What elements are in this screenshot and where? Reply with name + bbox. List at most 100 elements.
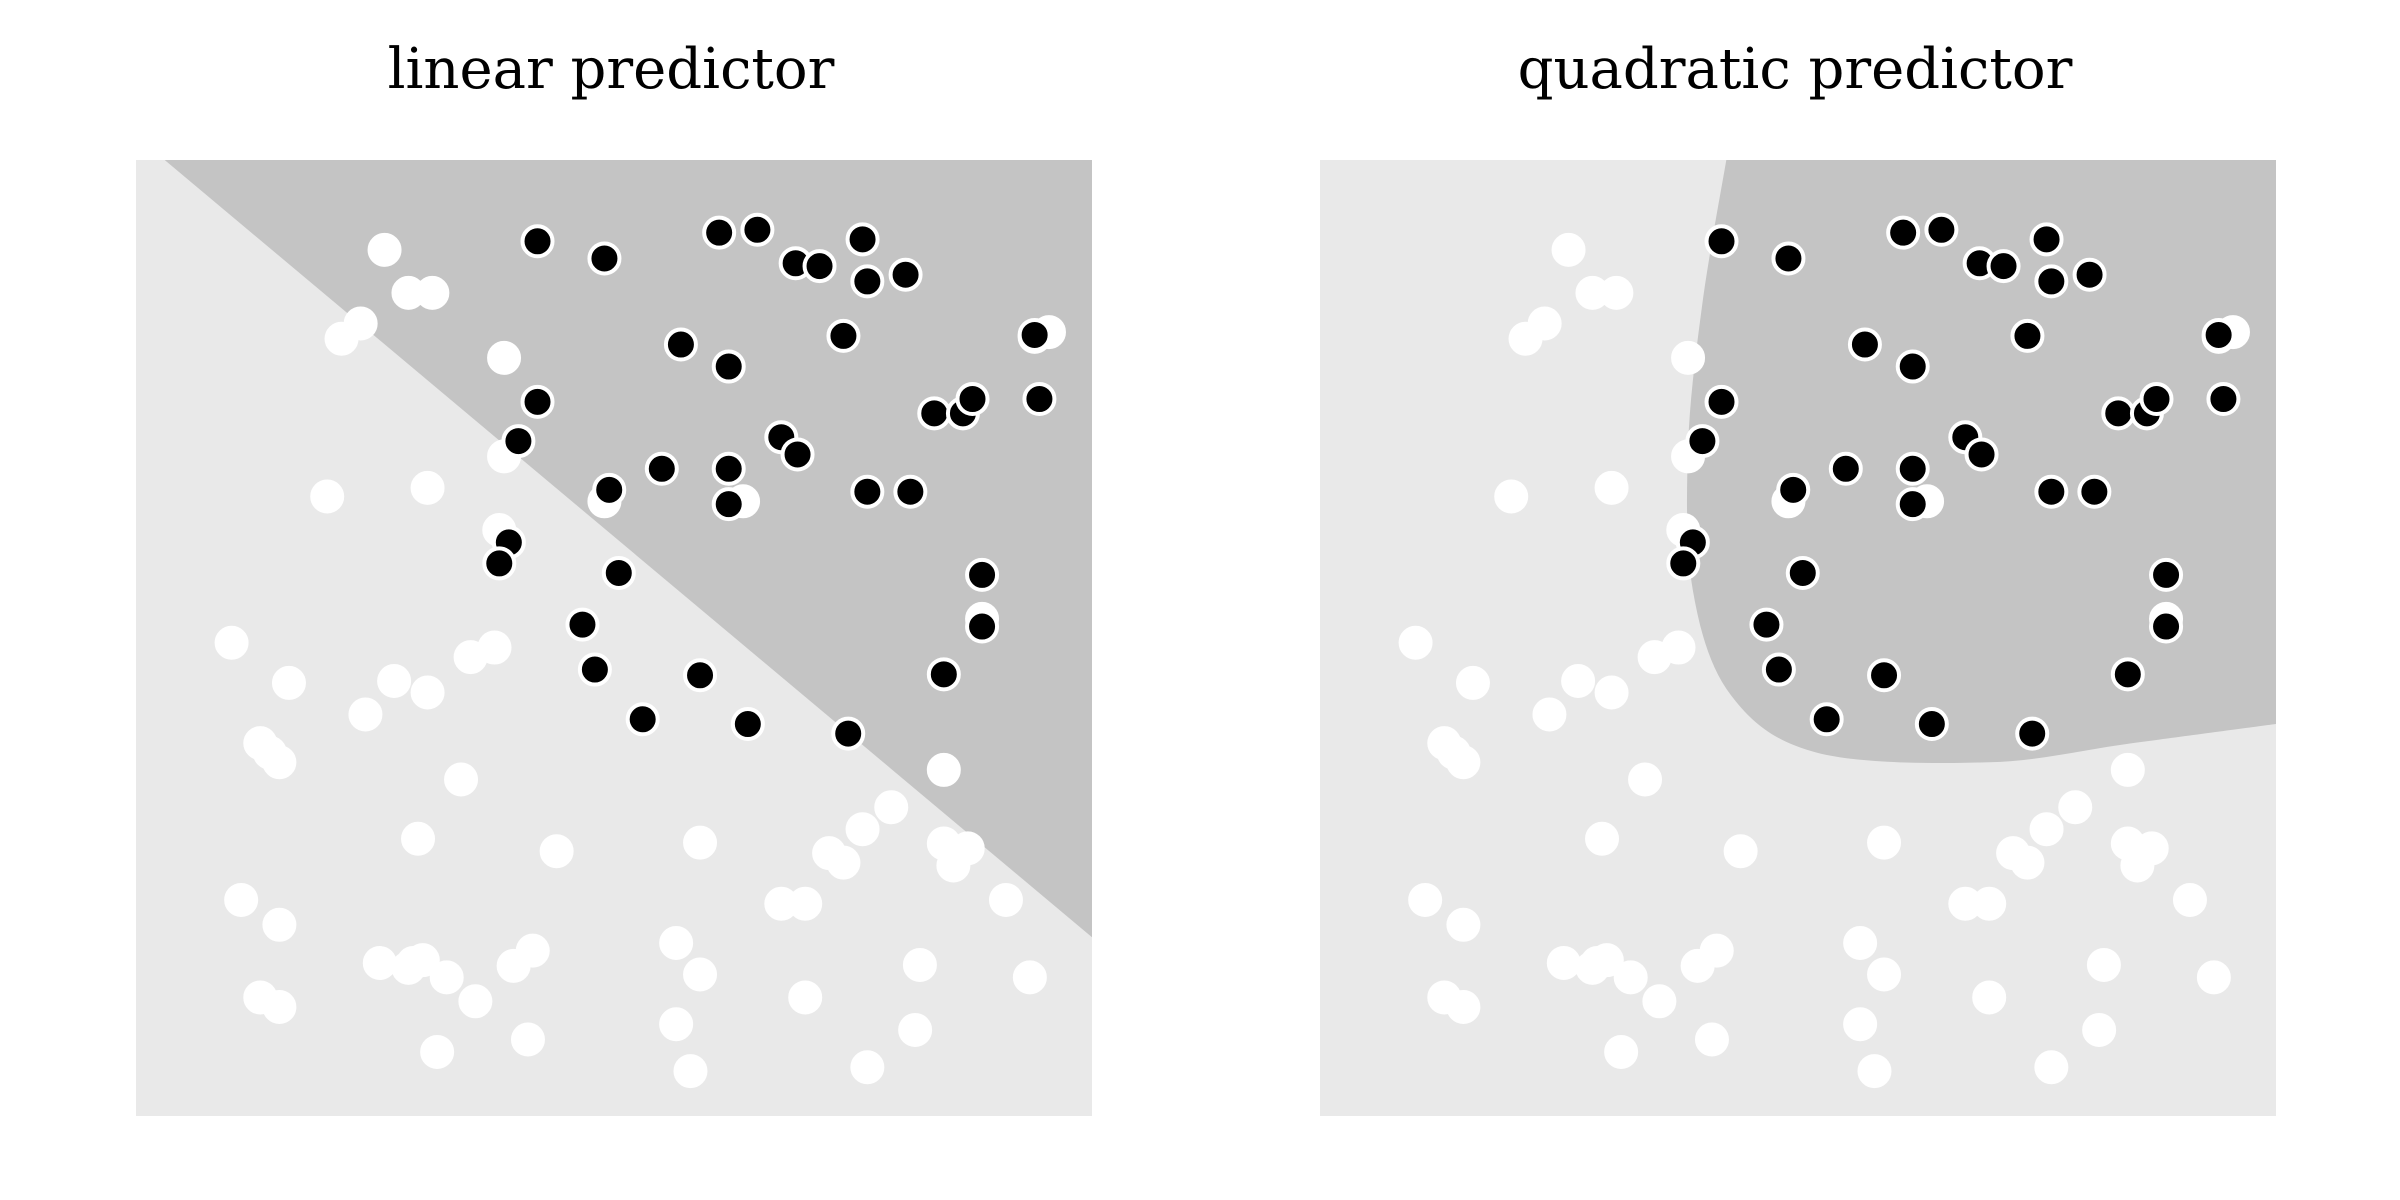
point-positive <box>2149 609 2184 644</box>
point-negative <box>788 886 823 921</box>
point-negative <box>515 933 550 968</box>
point-positive <box>520 384 555 419</box>
point-positive <box>683 658 718 693</box>
point-negative <box>2120 848 2155 883</box>
point-negative <box>1494 479 1529 514</box>
point-negative <box>1594 470 1629 505</box>
point-positive <box>1022 382 1057 416</box>
point-negative <box>1012 960 1047 995</box>
point-positive <box>711 451 746 486</box>
point-negative <box>367 232 402 267</box>
point-negative <box>659 925 694 960</box>
point-negative <box>1723 834 1758 869</box>
point-positive <box>2110 657 2145 692</box>
point-positive <box>780 437 815 472</box>
point-positive <box>1886 215 1921 250</box>
point-positive <box>1809 702 1844 737</box>
point-positive <box>2206 382 2241 416</box>
point-positive <box>2034 264 2069 299</box>
point-positive <box>2077 474 2112 509</box>
point-negative <box>874 790 909 825</box>
panel-quadratic: quadratic predictor <box>1320 37 2276 1116</box>
point-negative <box>1551 232 1586 267</box>
point-negative <box>1972 980 2007 1015</box>
point-negative <box>2034 1050 2069 1085</box>
plot-area-quadratic <box>1320 160 2276 1116</box>
point-positive <box>740 212 775 247</box>
point-negative <box>262 907 297 942</box>
point-positive <box>2149 557 2184 592</box>
point-negative <box>845 812 880 847</box>
point-negative <box>477 630 512 665</box>
point-negative <box>850 1050 885 1085</box>
title-linear: linear predictor <box>388 37 835 102</box>
point-positive <box>482 546 517 581</box>
point-positive <box>592 472 627 507</box>
title-quadratic: quadratic predictor <box>1518 37 2073 102</box>
point-positive <box>501 424 536 459</box>
point-negative <box>2086 947 2121 982</box>
point-negative <box>2196 960 2231 995</box>
point-positive <box>1828 451 1863 486</box>
point-negative <box>348 697 383 732</box>
point-positive <box>2139 382 2174 416</box>
point-positive <box>565 607 600 642</box>
point-negative <box>1575 950 1610 985</box>
point-positive <box>1895 451 1930 486</box>
point-negative <box>1604 1034 1639 1069</box>
point-positive <box>2034 474 2069 509</box>
point-positive <box>1704 384 1739 419</box>
point-positive <box>663 327 698 362</box>
point-negative <box>1408 882 1443 917</box>
point-negative <box>1594 675 1629 710</box>
point-positive <box>601 555 636 590</box>
point-positive <box>965 557 1000 592</box>
point-negative <box>1972 886 2007 921</box>
point-positive <box>1895 487 1930 522</box>
point-positive <box>1895 349 1930 384</box>
point-positive <box>2029 222 2064 257</box>
point-negative <box>673 1054 708 1089</box>
point-positive <box>826 318 861 353</box>
point-positive <box>577 652 612 687</box>
point-positive <box>1914 707 1949 742</box>
point-positive <box>1017 317 1052 352</box>
point-positive <box>711 349 746 384</box>
point-positive <box>1704 224 1739 259</box>
point-positive <box>917 396 952 431</box>
plot-area-linear <box>136 160 1092 1116</box>
point-negative <box>2082 1012 2117 1047</box>
point-positive <box>2015 716 2050 751</box>
point-positive <box>850 474 885 509</box>
point-negative <box>1843 1007 1878 1042</box>
point-negative <box>1508 321 1543 356</box>
point-negative <box>1699 933 1734 968</box>
point-negative <box>487 340 522 375</box>
point-negative <box>788 980 823 1015</box>
point-negative <box>1694 1022 1729 1057</box>
point-negative <box>310 479 345 514</box>
point-negative <box>926 752 961 787</box>
point-negative <box>2029 812 2064 847</box>
point-negative <box>1857 1054 1892 1089</box>
point-negative <box>1455 665 1490 700</box>
point-negative <box>2010 845 2045 880</box>
point-negative <box>1446 745 1481 780</box>
point-negative <box>2058 790 2093 825</box>
point-positive <box>802 249 837 284</box>
point-positive <box>2101 396 2136 431</box>
point-negative <box>444 762 479 797</box>
point-negative <box>988 882 1023 917</box>
point-negative <box>391 950 426 985</box>
point-positive <box>845 222 880 257</box>
point-negative <box>1585 821 1620 856</box>
point-positive <box>2010 318 2045 353</box>
point-negative <box>362 946 397 981</box>
point-negative <box>2172 882 2207 917</box>
point-positive <box>965 609 1000 644</box>
point-positive <box>587 241 622 276</box>
point-positive <box>1847 327 1882 362</box>
point-positive <box>1986 249 2021 284</box>
point-negative <box>1661 630 1696 665</box>
point-positive <box>1785 555 1820 590</box>
